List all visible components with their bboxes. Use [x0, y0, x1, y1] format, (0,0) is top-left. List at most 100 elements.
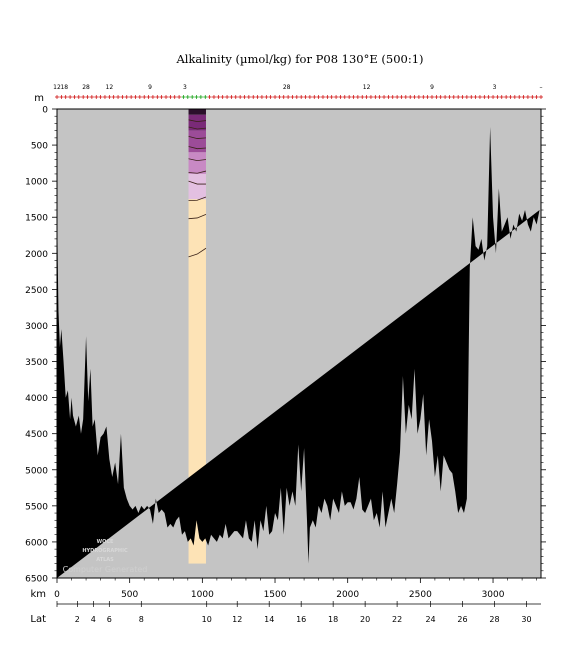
- station-mark-330: [102, 95, 107, 99]
- station-mark-900: [185, 95, 190, 99]
- contour-line-8: [188, 213, 207, 220]
- station-mark-750: [164, 95, 169, 99]
- station-mark-2490: [416, 95, 421, 99]
- chart-title: Alkalinity (µmol/kg) for P08 130°E (500:…: [175, 52, 423, 66]
- station-mark-30: [59, 95, 64, 99]
- y-tick-label-13: 6500: [25, 575, 48, 585]
- lat-tick-label-7: 14: [264, 615, 274, 624]
- lat-tick-label-2: 4: [91, 615, 96, 624]
- y-tick-label-4: 2000: [25, 250, 48, 260]
- lat-tick-label-13: 26: [457, 615, 467, 624]
- station-mark-2910: [477, 95, 482, 99]
- contour-line-3: [188, 146, 207, 150]
- station-mark-1230: [233, 95, 238, 99]
- y-tick-label-7: 3500: [25, 358, 48, 368]
- station-mark-270: [94, 95, 99, 99]
- station-mark-0: [55, 95, 59, 99]
- contour-line-1: [188, 126, 207, 130]
- lat-tick-label-15: 30: [521, 615, 531, 624]
- station-mark-180: [81, 95, 86, 99]
- y-axis-unit-label: m: [34, 93, 44, 104]
- lat-tick-label-8: 16: [296, 615, 306, 624]
- lat-tick-label-12: 24: [425, 615, 435, 624]
- lat-tick-label-1: 2: [75, 615, 80, 624]
- lat-tick-label-3: 6: [107, 615, 112, 624]
- station-mark-2700: [447, 95, 452, 99]
- station-mark-2460: [412, 95, 417, 99]
- station-mark-3210: [521, 95, 526, 99]
- contour-line-4: [188, 158, 207, 161]
- y-tick-label-11: 5500: [25, 502, 48, 512]
- station-mark-870: [181, 95, 186, 99]
- station-mark-3060: [499, 95, 504, 99]
- station-mark-3120: [508, 95, 513, 99]
- station-mark-2670: [443, 95, 448, 99]
- station-mark-150: [76, 95, 81, 99]
- watermark-line3: ATLAS: [96, 557, 114, 563]
- station-mark-960: [194, 95, 199, 99]
- station-mark-1290: [242, 95, 247, 99]
- station-mark-3150: [512, 95, 517, 99]
- lat-axis-label: Lat: [30, 614, 46, 625]
- lat-tick-label-11: 22: [392, 615, 402, 624]
- station-mark-840: [177, 95, 182, 99]
- watermark: WOCE HYDROGRAPHIC ATLAS Computer Generat…: [63, 539, 148, 574]
- station-mark-990: [198, 95, 203, 99]
- lat-tick-label-5: 10: [202, 615, 212, 624]
- station-label-6: 28: [283, 84, 291, 91]
- station-mark-2130: [364, 95, 369, 99]
- station-mark-630: [146, 95, 151, 99]
- y-tick-label-6: 3000: [25, 322, 48, 332]
- station-mark-2070: [355, 95, 360, 99]
- station-row: 12 18 28 12 9 3 28 12 9 3–: [53, 84, 543, 99]
- station-mark-1140: [220, 95, 225, 99]
- station-mark-2400: [403, 95, 408, 99]
- station-label-4: 9: [148, 84, 152, 91]
- section-layer-0: [188, 109, 206, 115]
- y-tick-label-0: 0: [42, 106, 48, 116]
- station-mark-780: [168, 95, 173, 99]
- station-mark-1710: [303, 95, 308, 99]
- contour-line-7: [188, 196, 207, 202]
- station-mark-1920: [334, 95, 339, 99]
- station-mark-2340: [395, 95, 400, 99]
- section-layer-2: [188, 130, 206, 153]
- station-mark-1260: [238, 95, 243, 99]
- y-tick-label-1: 500: [31, 142, 48, 152]
- contour-lines: [188, 119, 207, 258]
- station-mark-2610: [434, 95, 439, 99]
- lat-tick-label-9: 18: [328, 615, 338, 624]
- contour-line-6: [188, 180, 206, 185]
- y-axis: 0 500 1000 1500 2000 2500 3000 3500 4000 4500 5000…: [25, 106, 57, 585]
- station-mark-450: [120, 95, 125, 99]
- watermark-line2: HYDROGRAPHIC: [82, 548, 128, 554]
- station-mark-810: [172, 95, 177, 99]
- station-mark-60: [63, 95, 68, 99]
- station-mark-1500: [273, 95, 278, 99]
- station-mark-2790: [460, 95, 465, 99]
- station-label-9: 3: [493, 84, 497, 91]
- station-mark-600: [142, 95, 147, 99]
- x-tick-label-1: 500: [121, 590, 138, 600]
- station-mark-1110: [216, 95, 221, 99]
- station-mark-1350: [251, 95, 256, 99]
- x-tick-label-4: 2000: [336, 590, 359, 600]
- bathymetry-area: [57, 127, 540, 578]
- station-mark-510: [129, 95, 134, 99]
- station-label-0: 12: [53, 84, 61, 91]
- y-tick-label-2: 1000: [25, 178, 48, 188]
- y-tick-label-12: 6000: [25, 538, 48, 548]
- x-tick-label-5: 2500: [409, 590, 432, 600]
- station-mark-540: [133, 95, 138, 99]
- lat-tick-label-10: 20: [360, 615, 370, 624]
- y-tick-label-10: 5000: [25, 466, 48, 476]
- station-mark-3330: [539, 95, 543, 99]
- station-mark-2730: [451, 95, 456, 99]
- station-mark-1680: [299, 95, 304, 99]
- station-mark-1470: [268, 95, 273, 99]
- plot-frame: [56, 108, 542, 579]
- station-mark-3090: [504, 95, 509, 99]
- section-layer-4: [188, 173, 206, 200]
- station-mark-2100: [360, 95, 365, 99]
